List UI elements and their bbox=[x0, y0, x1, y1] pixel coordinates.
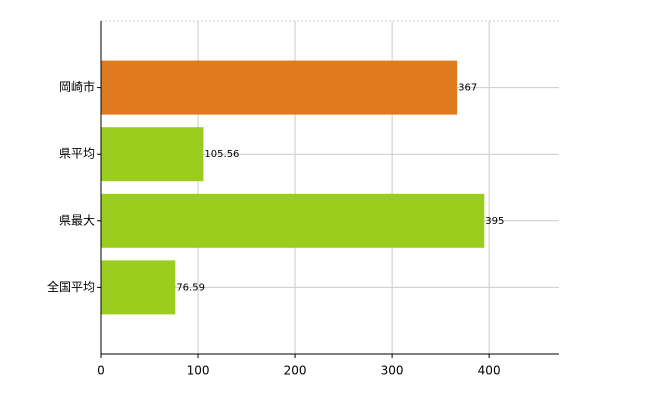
bar bbox=[101, 193, 485, 248]
x-tick-label: 0 bbox=[97, 364, 105, 378]
bar bbox=[101, 60, 458, 115]
data-label: 395 bbox=[485, 216, 504, 227]
data-label: 367 bbox=[458, 83, 477, 94]
y-tick-label: 県最大 bbox=[59, 213, 95, 227]
bar bbox=[101, 127, 204, 182]
x-tick-label: 400 bbox=[478, 364, 501, 378]
y-tick-label: 県平均 bbox=[59, 147, 95, 161]
x-tick-label: 300 bbox=[381, 364, 404, 378]
y-tick-label: 全国平均 bbox=[47, 279, 95, 294]
data-label: 76.59 bbox=[176, 282, 205, 293]
y-tick-label: 岡崎市 bbox=[59, 79, 95, 94]
bar bbox=[101, 260, 176, 315]
data-label: 105.56 bbox=[204, 149, 239, 160]
x-tick-label: 200 bbox=[284, 364, 307, 378]
x-tick-label: 100 bbox=[187, 364, 210, 378]
